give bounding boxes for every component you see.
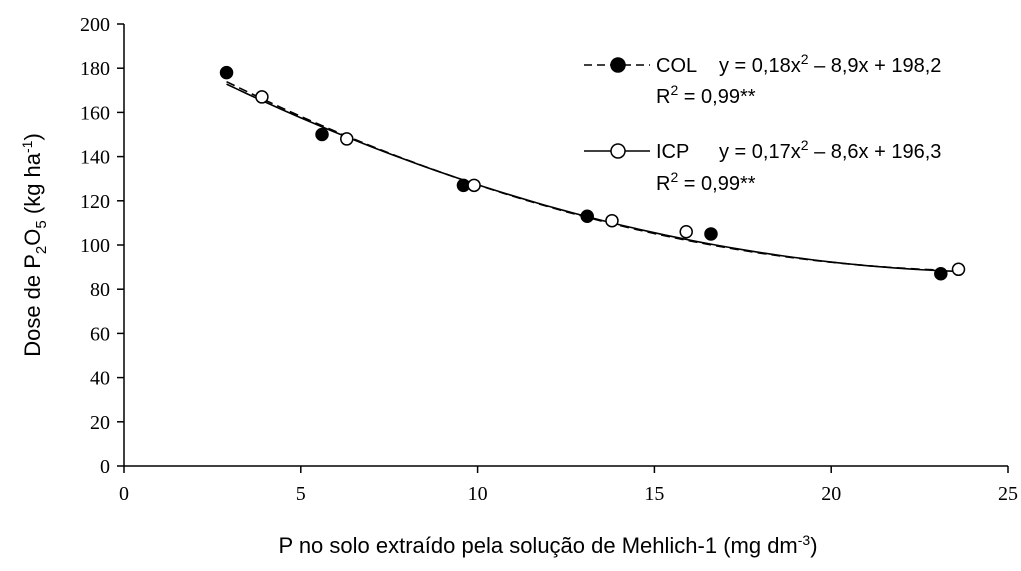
- y-tick-label: 200: [80, 14, 110, 36]
- legend-col-r2: R2 = 0,99**: [656, 82, 756, 108]
- x-tick-label: 15: [644, 483, 664, 505]
- point-icp: [951, 262, 966, 277]
- y-axis-title: Dose de P2O5 (kg ha-1): [19, 133, 50, 357]
- point-col: [704, 227, 718, 241]
- x-ticks: 0 5 10 15 20 25: [119, 466, 1018, 505]
- fit-curves: [226, 80, 959, 273]
- point-col: [219, 65, 234, 80]
- legend-col-marker-icon: [610, 57, 626, 73]
- axes: [123, 24, 1008, 467]
- y-tick-label: 20: [90, 412, 110, 434]
- y-tick-label: 60: [90, 323, 110, 345]
- legend-col-equation: y = 0,18x2 – 8,9x + 198,2: [719, 51, 941, 77]
- fit-curve-icp: [226, 83, 959, 273]
- fit-curve-col: [226, 80, 941, 271]
- point-col: [580, 209, 594, 224]
- x-tick-label: 0: [119, 483, 129, 505]
- y-tick-label: 140: [80, 147, 110, 169]
- legend-icp-r2: R2 = 0,99**: [656, 169, 756, 195]
- point-icp: [467, 178, 481, 193]
- legend-icp-equation: y = 0,17x2 – 8,6x + 196,3: [719, 137, 941, 163]
- y-tick-label: 120: [80, 191, 110, 213]
- y-ticks: 0 20 40 60 80 100 120 140 160 180 200: [80, 14, 124, 478]
- y-tick-label: 100: [80, 235, 110, 257]
- point-col: [315, 127, 329, 142]
- x-axis-title: P no solo extraído pela solução de Mehli…: [278, 532, 817, 558]
- legend-col-label: COL: [656, 55, 697, 77]
- y-tick-label: 160: [80, 102, 110, 124]
- y-tick-label: 0: [100, 456, 110, 478]
- y-tick-label: 80: [90, 279, 110, 301]
- legend-entry-icp: ICP y = 0,17x2 – 8,6x + 196,3 R2 = 0,99*…: [584, 137, 941, 195]
- x-tick-label: 25: [998, 483, 1018, 505]
- x-tick-label: 10: [468, 483, 488, 505]
- legend-entry-col: COL y = 0,18x2 – 8,9x + 198,2 R2 = 0,99*…: [584, 51, 941, 108]
- point-icp: [679, 224, 693, 239]
- point-col: [934, 266, 948, 281]
- point-icp: [340, 132, 354, 146]
- point-icp: [255, 90, 269, 104]
- x-tick-label: 5: [296, 483, 306, 505]
- x-tick-label: 20: [821, 483, 841, 505]
- y-tick-label: 40: [90, 368, 110, 390]
- point-icp: [605, 213, 619, 228]
- y-tick-label: 180: [80, 58, 110, 80]
- legend-icp-marker-icon: [610, 143, 626, 159]
- legend: COL y = 0,18x2 – 8,9x + 198,2 R2 = 0,99*…: [584, 51, 941, 195]
- legend-icp-label: ICP: [656, 141, 689, 163]
- data-points: [219, 65, 966, 281]
